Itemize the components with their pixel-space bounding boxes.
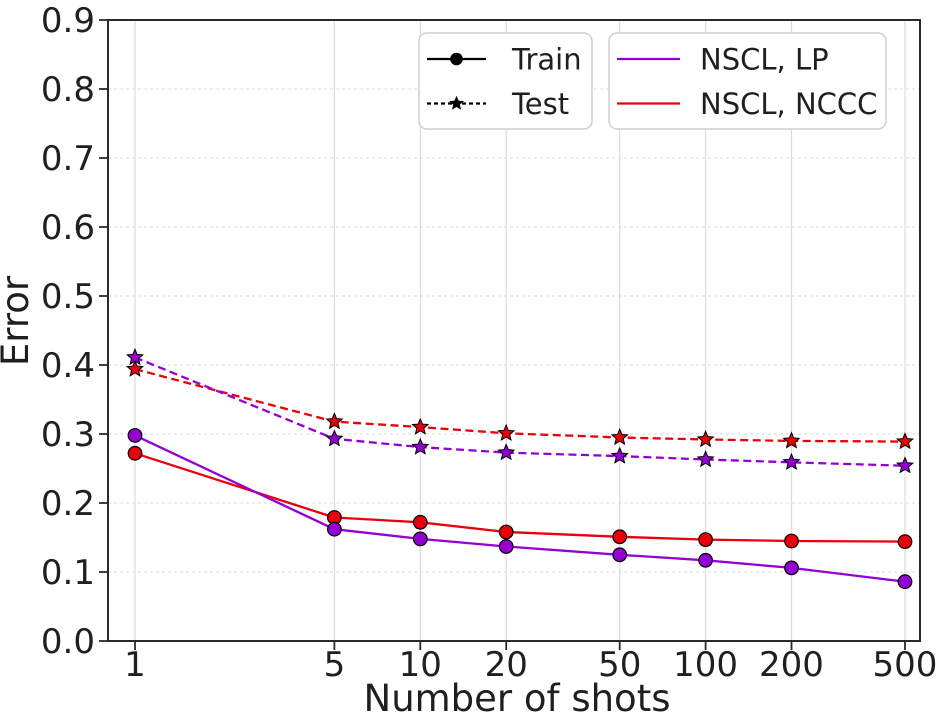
marker-circle-nscl-lp-train: [327, 521, 342, 537]
marker-star-nscl-lp-test: [125, 347, 145, 366]
marker-star-nscl-nccc-test: [125, 359, 145, 377]
x-axis-label: Number of shots: [364, 677, 671, 720]
marker-star-nscl-lp-test: [497, 443, 516, 461]
marker-star-nscl-nccc-test: [411, 417, 430, 435]
legend-model-label-nscl-lp: NSCL, LP: [700, 43, 829, 77]
x-tick-label-100: 100: [673, 645, 738, 685]
x-tick-label-20: 20: [485, 645, 528, 685]
marker-star-nscl-nccc-test: [610, 427, 629, 446]
y-tick-label-0.1: 0.1: [41, 553, 95, 593]
legend-circle-marker: [450, 52, 463, 66]
marker-circle-nscl-nccc-train: [127, 445, 143, 461]
marker-star-nscl-lp-test: [696, 450, 715, 468]
x-tick-label-10: 10: [399, 645, 442, 685]
x-tick-label-50: 50: [598, 645, 641, 685]
series-line-nscl-lp-test: [134, 356, 906, 467]
legend-star-marker: [449, 95, 464, 110]
marker-circle-nscl-nccc-train: [412, 514, 428, 530]
y-tick-label-0.0: 0.0: [41, 622, 95, 662]
marker-circle-nscl-lp-train: [498, 539, 514, 554]
y-tick-label-0.7: 0.7: [41, 139, 95, 179]
y-tick-label-0.4: 0.4: [41, 346, 95, 386]
marker-circle-nscl-lp-train: [784, 560, 799, 576]
marker-star-nscl-lp-test: [610, 446, 629, 464]
x-tick-label-500: 500: [873, 645, 938, 685]
marker-star-nscl-nccc-test: [497, 423, 516, 441]
marker-circle-nscl-nccc-train: [612, 529, 628, 545]
legend-style-label-test: Test: [511, 87, 569, 121]
y-axis-label: Error: [0, 275, 37, 366]
x-tick-label-5: 5: [324, 645, 346, 685]
y-tick-label-0.8: 0.8: [41, 70, 95, 110]
legend-model-label-nscl-nccc: NSCL, NCCC: [700, 87, 877, 121]
x-tick-label-1: 1: [124, 645, 146, 685]
y-tick-label-0.5: 0.5: [41, 277, 95, 317]
x-tick-label-200: 200: [759, 645, 824, 685]
y-tick-label-0.3: 0.3: [41, 415, 95, 455]
marker-star-nscl-lp-test: [895, 456, 915, 474]
legend-style-label-train: Train: [511, 43, 582, 77]
marker-star-nscl-lp-test: [782, 452, 801, 470]
y-tick-label-0.6: 0.6: [41, 208, 95, 248]
marker-circle-nscl-nccc-train: [897, 534, 913, 549]
marker-star-nscl-lp-test: [411, 437, 430, 455]
marker-circle-nscl-lp-train: [612, 547, 628, 563]
marker-circle-nscl-lp-train: [127, 428, 143, 443]
y-tick-label-0.9: 0.9: [41, 1, 95, 41]
legend-model-box: [608, 32, 887, 130]
series-line-nscl-lp-train: [134, 434, 906, 583]
series-line-nscl-nccc-train: [134, 452, 906, 543]
marker-circle-nscl-lp-train: [698, 552, 713, 568]
axes-spines: [107, 19, 921, 642]
marker-star-nscl-nccc-test: [782, 431, 801, 449]
marker-star-nscl-nccc-test: [325, 412, 344, 430]
marker-circle-nscl-lp-train: [412, 531, 428, 547]
marker-circle-nscl-nccc-train: [698, 532, 713, 547]
marker-star-nscl-nccc-test: [696, 430, 715, 448]
marker-circle-nscl-lp-train: [897, 574, 913, 590]
marker-star-nscl-nccc-test: [895, 432, 915, 450]
y-tick-label-0.2: 0.2: [41, 484, 95, 524]
marker-star-nscl-lp-test: [325, 429, 344, 447]
marker-circle-nscl-nccc-train: [498, 524, 514, 540]
marker-circle-nscl-nccc-train: [784, 533, 799, 549]
